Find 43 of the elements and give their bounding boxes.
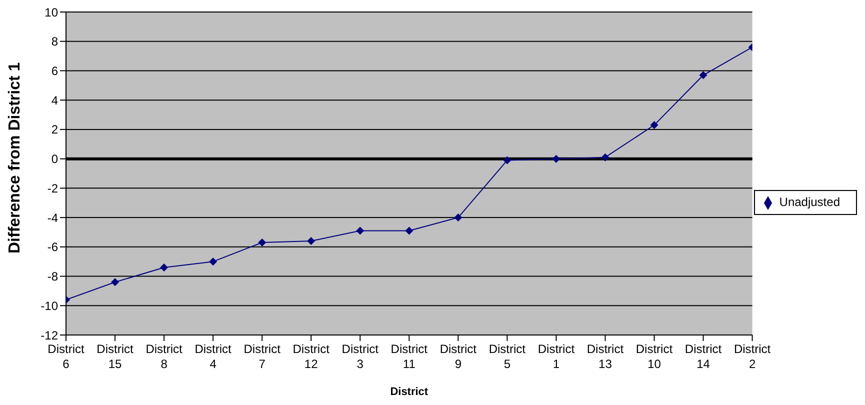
x-tick-label: District 10	[636, 342, 674, 371]
point	[160, 263, 168, 272]
y-axis-title: Difference from District 1	[6, 62, 24, 254]
x-tick-label: District 6	[48, 342, 85, 371]
y-tick-label: -6	[47, 240, 58, 254]
point	[405, 226, 414, 235]
x-tick-label: District 13	[586, 342, 624, 371]
point	[699, 71, 708, 80]
y-tick-label: 4	[51, 93, 58, 108]
point	[356, 226, 364, 235]
y-tick-label: -8	[47, 270, 58, 284]
legend-label: Unadjusted	[779, 195, 840, 210]
point	[601, 153, 610, 162]
x-tick-label: District 9	[440, 342, 478, 371]
x-tick-label: District 14	[684, 342, 722, 371]
point	[503, 156, 512, 164]
x-tick-label: District 3	[342, 342, 380, 371]
point	[650, 121, 658, 130]
x-tick-label: District 11	[390, 342, 428, 371]
x-tick-label: District 2	[734, 342, 772, 371]
point	[209, 258, 218, 266]
point	[258, 238, 266, 247]
point	[454, 214, 462, 222]
point	[111, 278, 120, 286]
x-tick-label: District 15	[96, 342, 134, 371]
y-tick-label: 10	[44, 5, 58, 20]
x-tick-label: District 4	[194, 342, 232, 371]
x-axis-title: District	[390, 386, 428, 398]
y-tick-label: -4	[47, 210, 58, 225]
point	[552, 154, 560, 163]
x-tick-label: District 8	[146, 342, 184, 371]
y-tick-label: 6	[51, 64, 58, 78]
x-tick-label: District 5	[488, 342, 526, 371]
x-tick-label: District 1	[538, 342, 576, 371]
x-tick-label: District 12	[292, 342, 330, 371]
y-tick-label: -10	[40, 298, 58, 313]
point	[307, 237, 316, 246]
y-tick-label: 0	[51, 152, 58, 166]
y-tick-label: 8	[51, 34, 58, 49]
y-tick-label: -12	[40, 328, 58, 342]
y-tick-label: 2	[51, 122, 58, 137]
x-tick-label: District 7	[244, 342, 282, 371]
y-tick-label: -2	[47, 181, 58, 196]
